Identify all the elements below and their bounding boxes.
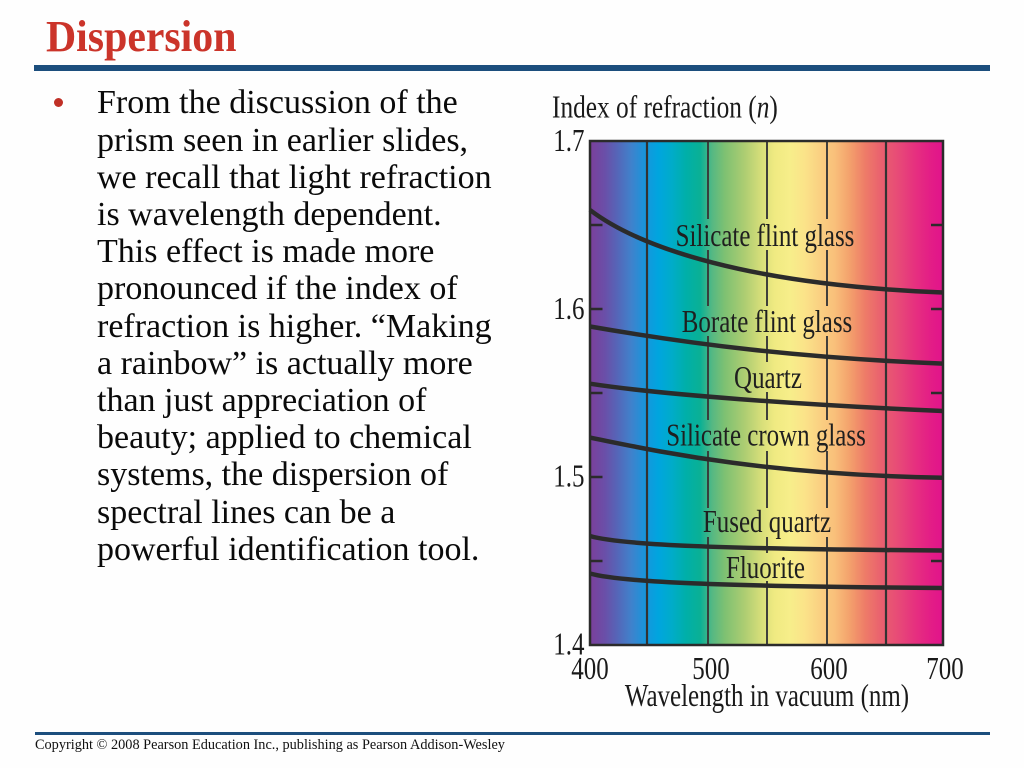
svg-text:500: 500 [692, 651, 729, 687]
svg-text:1.5: 1.5 [553, 459, 584, 495]
svg-text:Index of refraction (n): Index of refraction (n) [552, 90, 778, 125]
svg-text:600: 600 [810, 651, 847, 687]
svg-text:400: 400 [571, 651, 608, 687]
svg-text:Silicate crown glass: Silicate crown glass [666, 418, 866, 454]
svg-text:1.7: 1.7 [553, 123, 584, 159]
svg-text:Quartz: Quartz [734, 360, 802, 396]
svg-text:1.4: 1.4 [553, 627, 584, 663]
svg-text:1.6: 1.6 [553, 291, 584, 327]
svg-text:Fused quartz: Fused quartz [703, 504, 831, 540]
svg-text:Fluorite: Fluorite [726, 550, 805, 586]
svg-text:Borate flint glass: Borate flint glass [682, 304, 852, 340]
svg-text:700: 700 [926, 651, 963, 687]
svg-text:Wavelength in vacuum (nm): Wavelength in vacuum (nm) [625, 678, 909, 714]
svg-text:Silicate flint glass: Silicate flint glass [676, 218, 855, 254]
